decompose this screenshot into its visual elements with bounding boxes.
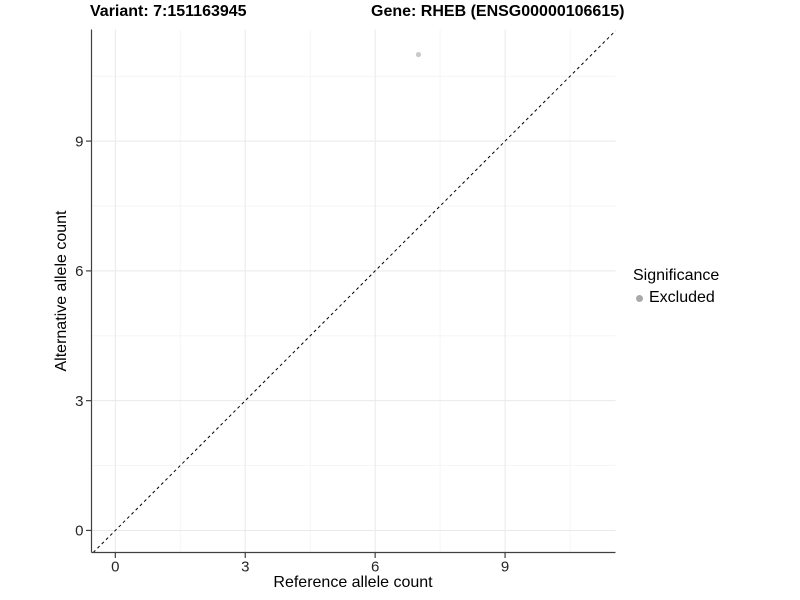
svg-text:6: 6 <box>371 559 379 576</box>
legend-item-excluded: Excluded <box>633 289 719 307</box>
variant-title: Variant: 7:151163945 <box>90 3 247 20</box>
x-tick-labels: 0 3 6 9 <box>111 559 509 576</box>
svg-text:9: 9 <box>75 133 83 150</box>
data-points <box>415 51 422 58</box>
axis-lines <box>90 29 616 554</box>
x-axis-label: Reference allele count <box>273 574 433 591</box>
svg-text:3: 3 <box>241 559 249 576</box>
gridlines-major <box>91 29 616 553</box>
gridlines-minor <box>91 29 616 553</box>
svg-text:9: 9 <box>501 559 509 576</box>
y-axis-label: Alternative allele count <box>53 210 70 372</box>
legend-title: Significance <box>633 267 720 284</box>
legend-point-icon <box>636 294 643 302</box>
legend-item-label: Excluded <box>649 289 715 306</box>
svg-text:3: 3 <box>75 393 83 410</box>
axis-ticks <box>86 140 506 558</box>
gene-title: Gene: RHEB (ENSG00000106615) <box>371 3 625 20</box>
legend: Significance Excluded <box>633 267 719 307</box>
y-tick-labels: 0 3 6 9 <box>75 133 83 539</box>
svg-text:6: 6 <box>75 263 83 280</box>
svg-text:0: 0 <box>111 559 119 576</box>
svg-text:0: 0 <box>75 523 83 540</box>
identity-line <box>92 30 616 553</box>
